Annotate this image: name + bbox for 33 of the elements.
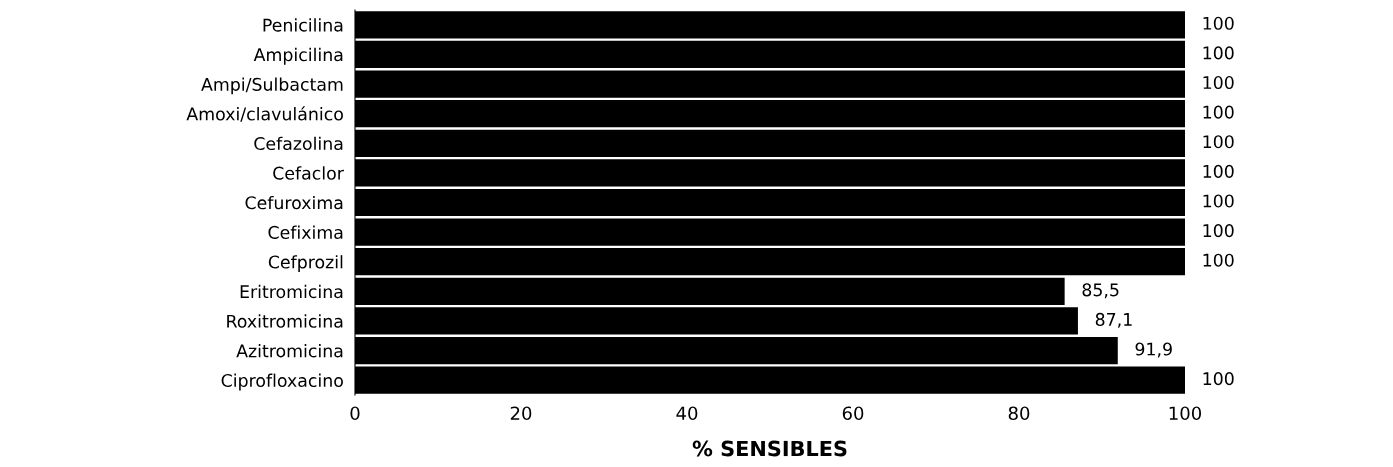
y-tick-label: Cefazolina <box>254 136 343 151</box>
data-label: 85,5 <box>1082 283 1119 299</box>
data-label: 100 <box>1203 164 1234 178</box>
data-label: 100 <box>1203 135 1234 149</box>
x-tick-label: 40 <box>676 406 698 421</box>
x-tick-label: 20 <box>510 406 532 421</box>
y-tick-label: Ampi/Sulbactam <box>201 77 343 95</box>
y-tick-label: Amoxi/clavulánico <box>186 106 343 122</box>
y-tick-label: Azitromicina <box>236 343 343 358</box>
data-label: 100 <box>1203 253 1234 267</box>
data-label: 91,9 <box>1135 342 1172 358</box>
data-label: 100 <box>1203 105 1234 119</box>
x-tick-label: 100 <box>1169 406 1202 421</box>
y-tick-label: Eritromicina <box>240 284 343 299</box>
y-tick-label: Cefprozil <box>268 255 343 272</box>
y-tick-label: Cefuroxima <box>245 195 343 210</box>
data-label: 100 <box>1203 16 1234 30</box>
y-tick-label: Penicilina <box>263 18 343 32</box>
data-label: 100 <box>1203 194 1234 208</box>
data-label: 100 <box>1203 372 1234 386</box>
data-label: 100 <box>1203 224 1234 238</box>
x-tick-label: 0 <box>350 406 360 421</box>
data-label: 87,1 <box>1095 312 1132 328</box>
data-label: 100 <box>1203 46 1234 60</box>
x-tick-label: 80 <box>1008 406 1030 421</box>
x-axis-title: % SENSIBLES <box>692 440 847 457</box>
data-label: 100 <box>1203 75 1234 90</box>
x-tick-label: 60 <box>842 406 864 421</box>
y-tick-label: Roxitromicina <box>227 314 343 328</box>
y-tick-label: Ciprofloxacino <box>221 373 343 391</box>
y-tick-label: Ampicilina <box>253 47 343 65</box>
y-tick-label: Cefaclor <box>273 166 344 180</box>
y-tick-label: Cefixima <box>268 225 343 239</box>
